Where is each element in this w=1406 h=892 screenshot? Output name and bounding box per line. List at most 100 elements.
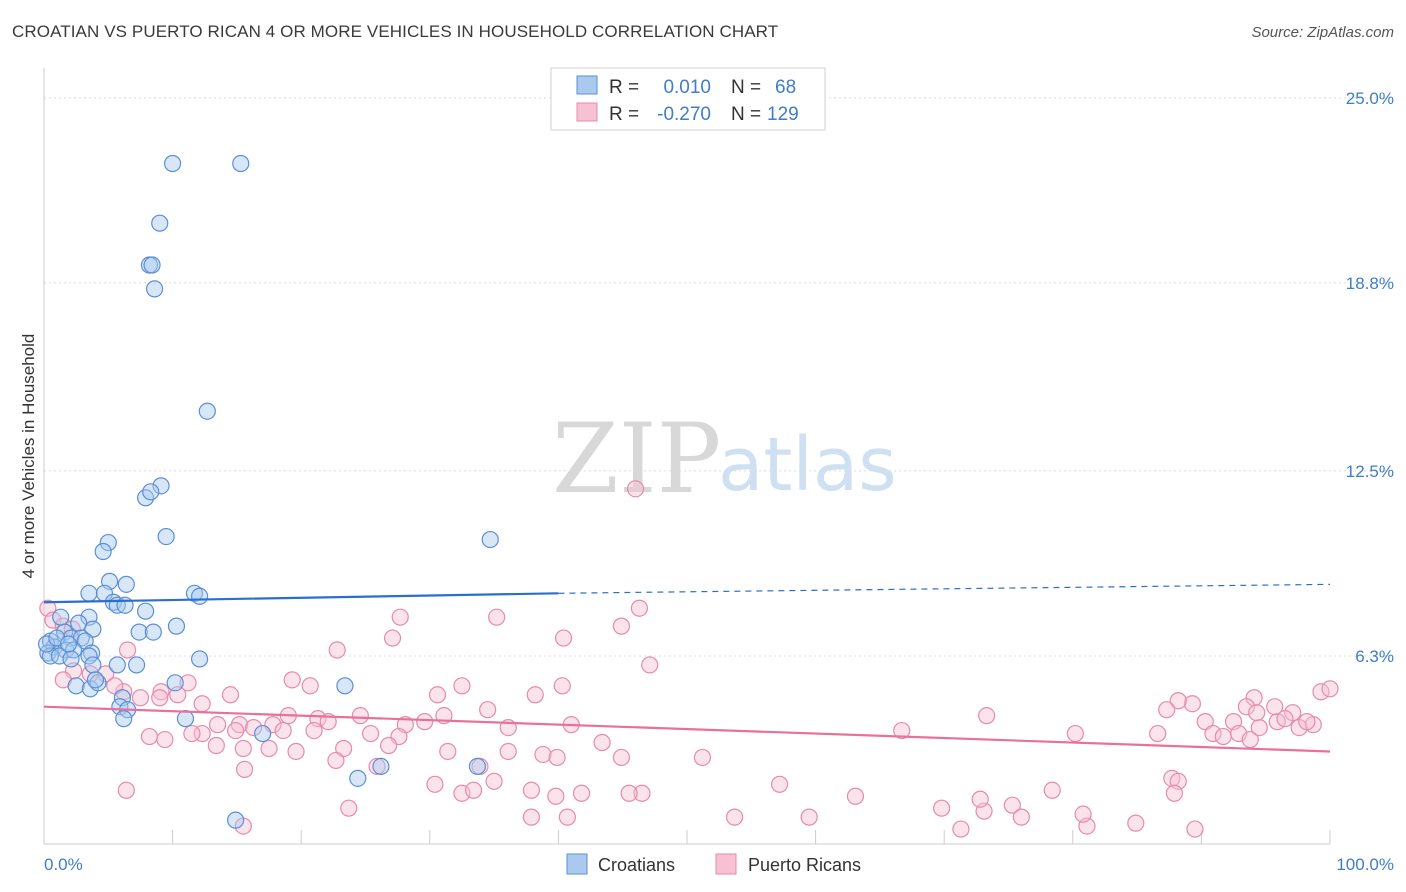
legend-swatch-puerto-ricans [576,102,598,122]
data-point-croatian [176,710,195,728]
data-point-puerto-rican [327,751,345,770]
data-point-croatian [349,769,367,787]
data-point-puerto-rican [140,727,159,746]
data-point-puerto-rican [245,718,263,737]
data-point-puerto-rican [1237,698,1256,716]
data-point-puerto-rican [1250,718,1268,737]
data-point-croatian [136,602,155,620]
data-point-puerto-rican [1074,805,1092,823]
data-point-croatian [164,154,182,173]
y-axis-label: 4 or more Vehicles in Household [19,334,38,579]
data-point-puerto-rican [1266,698,1284,716]
data-point-puerto-rican [227,721,245,740]
data-point-puerto-rican [1204,724,1222,743]
data-point-puerto-rican [725,808,744,826]
data-point-croatian [130,623,148,641]
data-point-puerto-rican [152,683,170,701]
data-point-croatian [372,757,390,776]
data-point-puerto-rican [439,742,457,761]
data-point-puerto-rican [305,721,323,740]
chart-title: CROATIAN VS PUERTO RICAN 4 OR MORE VEHIC… [12,22,779,41]
data-point-puerto-rican [1321,680,1339,698]
trend-line-croatians-extrapolated [558,583,1331,594]
data-point-puerto-rican [548,748,566,767]
data-point-croatian [254,724,272,743]
data-point-croatian [94,542,112,561]
data-point-puerto-rican [593,733,611,752]
data-point-puerto-rican [1186,820,1204,838]
data-point-puerto-rican [236,760,254,778]
data-point-puerto-rican [526,686,544,704]
legend-r-value-1: 0.010 [663,77,711,98]
data-point-puerto-rican [383,629,402,647]
data-point-puerto-rican [274,721,292,740]
data-point-puerto-rican [1127,814,1145,832]
correlation-legend: R = 0.010 N = 68 R = -0.270 N = 129 [550,67,826,131]
x-tick-label-min: 0.0% [44,855,83,874]
data-point-croatian [59,635,78,653]
data-point-puerto-rican [156,730,174,749]
trend-lines [43,583,1331,753]
data-point-puerto-rican [893,721,911,740]
data-point-croatian [167,617,186,635]
data-point-puerto-rican [1169,692,1187,710]
data-point-puerto-rican [464,781,483,799]
data-point-puerto-rican [183,724,201,743]
data-point-puerto-rican [553,677,571,695]
data-point-puerto-rican [328,641,346,659]
data-point-puerto-rican [558,808,577,826]
data-point-croatian [117,575,135,593]
bottom-legend-label-puerto-ricans: Puerto Ricans [748,855,861,875]
data-point-puerto-rican [534,745,552,764]
y-tick-label: 25.0% [1346,89,1394,108]
data-point-croatian [232,154,250,173]
data-point-croatian [89,674,107,692]
data-point-puerto-rican [1003,796,1021,814]
data-point-puerto-rican [453,677,471,695]
data-point-croatian [152,477,170,495]
data-point-puerto-rican [151,689,169,707]
data-point-croatian [468,757,486,776]
data-point-croatian [84,620,102,638]
data-point-puerto-rican [193,695,211,713]
data-point-puerto-rican [335,739,353,758]
bottom-legend-swatch-puerto-ricans [715,853,737,875]
data-point-puerto-rican [426,775,444,793]
chart-source: Source: ZipAtlas.com [1251,24,1394,41]
data-point-puerto-rican [1248,704,1266,722]
data-point-croatian [80,584,98,602]
x-tick-label-max: 100.0% [1336,855,1394,874]
data-point-puerto-rican [1196,713,1214,731]
x-axis-ticks [43,830,1331,844]
data-point-puerto-rican [362,724,380,743]
data-point-puerto-rican [207,736,225,755]
data-point-croatian [185,584,204,602]
data-point-puerto-rican [428,686,447,704]
data-point-puerto-rican [933,799,951,817]
data-point-puerto-rican [368,757,386,776]
data-point-puerto-rican [351,707,369,725]
data-point-croatian [198,402,216,420]
data-point-croatian [157,527,175,546]
series-puerto-ricans-points [39,480,1339,838]
data-point-puerto-rican [800,808,818,826]
data-point-puerto-rican [117,781,135,799]
data-point-croatian [191,587,209,605]
grid-lines [44,97,1392,657]
data-point-puerto-rican [693,748,712,767]
data-point-puerto-rican [630,599,649,617]
data-point-croatian [115,710,133,728]
y-tick-label: 12.5% [1346,462,1394,481]
data-point-puerto-rican [391,608,409,626]
legend-r-label-2: R = [609,104,639,125]
data-point-puerto-rican [283,671,301,689]
data-point-croatian [191,650,209,668]
data-point-puerto-rican [416,713,434,731]
data-point-puerto-rican [633,784,651,802]
data-point-puerto-rican [1066,724,1084,743]
data-point-puerto-rican [106,677,124,695]
data-point-puerto-rican [572,784,591,802]
data-point-croatian [67,677,85,695]
data-point-puerto-rican [479,701,497,719]
data-point-puerto-rican [260,739,278,758]
